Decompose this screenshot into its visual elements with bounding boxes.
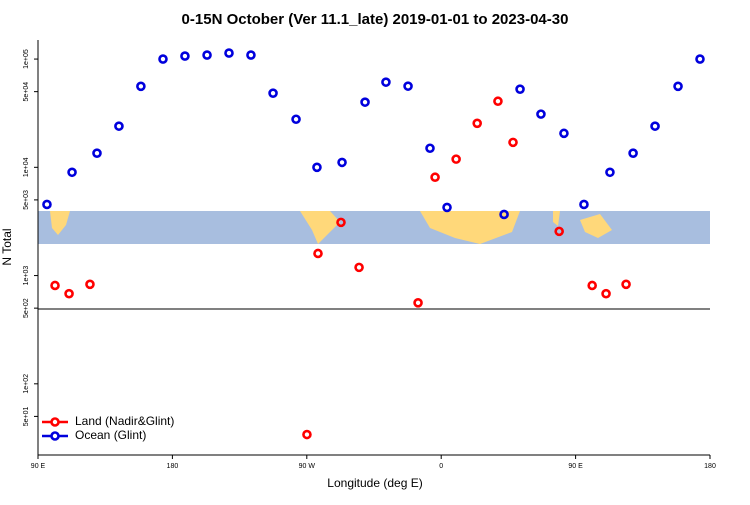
point (136, 81, 146, 92)
point (621, 279, 631, 290)
point (64, 288, 74, 299)
point (472, 118, 482, 129)
point (381, 77, 391, 87)
point (302, 429, 312, 440)
point (425, 143, 435, 154)
point (451, 154, 461, 164)
point (403, 81, 413, 91)
point (224, 48, 234, 58)
point (337, 157, 347, 168)
point (493, 96, 503, 107)
y-axis-label: N Total (0, 228, 14, 265)
point (92, 148, 102, 159)
x-tick-label: 90 E (568, 463, 583, 470)
y-tick-label: 1e+05 (23, 49, 30, 69)
point (442, 202, 452, 213)
point (42, 199, 52, 210)
y-tick-label: 5e+04 (23, 82, 30, 102)
x-tick-label: 90 W (299, 463, 316, 470)
legend-label: Ocean (Glint) (75, 428, 146, 442)
point (291, 114, 301, 125)
point (559, 128, 569, 139)
legend-marker (50, 431, 60, 441)
point (628, 148, 638, 159)
y-tick-label: 1e+03 (23, 266, 30, 286)
point (508, 137, 518, 148)
point (85, 279, 95, 290)
point (430, 172, 440, 183)
y-tick-label: 1e+04 (23, 157, 30, 177)
point (536, 109, 546, 119)
point (246, 50, 256, 60)
y-tick-label: 1e+02 (23, 374, 30, 394)
legend-marker (50, 417, 60, 427)
point (202, 50, 212, 60)
point (336, 217, 346, 228)
x-tick-label: 0 (439, 463, 443, 470)
y-tick-label: 5e+03 (23, 190, 30, 210)
x-tick-label: 180 (704, 463, 716, 470)
legend-label: Land (Nadir&Glint) (75, 414, 174, 428)
point (605, 167, 615, 178)
point (268, 88, 278, 98)
chart-title: 0-15N October (Ver 11.1_late) 2019-01-01… (182, 11, 569, 28)
point (50, 280, 60, 291)
point (554, 226, 564, 237)
point (601, 288, 611, 299)
point (579, 199, 589, 210)
point (515, 84, 525, 94)
y-tick-label: 5e+02 (23, 298, 30, 318)
point (158, 54, 168, 64)
x-tick-label: 90 E (31, 463, 46, 470)
point (413, 298, 423, 308)
point (360, 97, 370, 107)
point (673, 81, 683, 92)
point (312, 162, 322, 173)
point (499, 209, 509, 220)
x-axis-label: Longitude (deg E) (327, 476, 422, 490)
point (313, 248, 323, 259)
point (114, 121, 124, 131)
point (354, 262, 364, 273)
point (180, 51, 190, 61)
map-strip (38, 211, 710, 244)
point (650, 121, 660, 131)
point (587, 280, 597, 291)
y-tick-label: 5e+01 (23, 406, 30, 426)
point (695, 54, 705, 64)
point (67, 167, 77, 178)
x-tick-label: 180 (167, 463, 179, 470)
